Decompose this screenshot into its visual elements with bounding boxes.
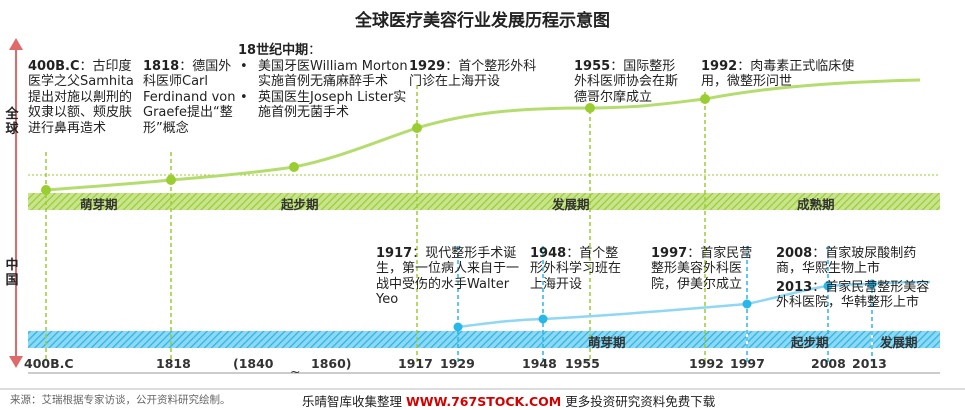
arrow-down-icon [9,356,23,368]
china-event-1948: 1948：首个整形外科学习班在上海开设 [530,245,622,292]
axis-tick: 400B.C [24,356,74,371]
event-dot [700,94,710,104]
event-dot [289,162,299,172]
axis-tick: 1955 [565,356,600,371]
footer-banner: 乐晴智库收集整理 WWW.767STOCK.COM 更多投资研究资料免费下载 [302,391,715,410]
china-side-label: 中国 [5,258,19,288]
china-event-1997: 1997：首家民营整形美容外科医院，伊美尔成立 [651,245,753,292]
axis-tick: 1992 [689,356,724,371]
china-phase-start: 起步期 [791,335,829,350]
footer-site-link[interactable]: WWW.767STOCK.COM [406,394,562,409]
footer-prefix: 乐晴智库收集整理 [302,394,403,409]
axis-tick: (1840 [233,356,274,371]
axis-tick: 1929 [440,356,475,371]
axis-tick: 1818 [156,356,191,371]
global-event-1929: 1929：首个整形外科门诊在上海开设 [409,58,537,90]
china-event-2008: 2008：首家玻尿酸制药商，华熙生物上市 [776,245,917,277]
page-title: 全球医疗美容行业发展历程示意图 [355,11,610,31]
china-phase-band [28,331,940,348]
china-event-markers [453,279,877,332]
global-phase-band [28,193,940,210]
axis-tick: ~ [290,364,301,379]
event-dot [166,175,176,185]
global-event-18th-century: 18世纪中期： • 美国牙医William Morton实施首例无痛麻醉手术 • 英… [238,43,414,121]
global-event-400bc: 400B.C：古印度医学之父Samhita提出对施以劓刑的奴隶以额、颊皮肤进行鼻… [28,58,134,136]
source-note: 来源：艾瑞根据专家访谈，公开资料研究绘制。 [10,394,231,406]
china-event-1917: 1917：现代整形手术诞生，第一位病人来自于一战中受伤的水手Walter Yeo [376,245,520,308]
event-dot [412,123,422,133]
global-event-1992: 1992：肉毒素正式临床使用，微整形问世 [701,58,855,90]
footer-suffix: 更多投资研究资料免费下载 [565,394,716,409]
global-phase-growth: 发展期 [552,197,590,212]
china-phase-growth: 发展期 [880,335,918,350]
arrow-up-icon [9,38,23,50]
china-phase-sprout: 萌芽期 [588,335,626,350]
china-event-2013: 2013：首家民营整形美容外科医院，华韩整形上市 [776,279,930,311]
global-side-label: 全球 [5,107,19,137]
event-dot [585,103,595,113]
global-event-markers [41,94,710,195]
axis-tick: 1948 [522,356,557,371]
axis-tick: 1917 [398,356,433,371]
global-phase-start: 起步期 [281,197,319,212]
event-dot [41,185,51,195]
event-dot [823,281,833,291]
event-dot [538,314,548,324]
global-event-1818: 1818：德国外科医师Carl Ferdinand von Graefe提出“整… [143,58,236,136]
global-phase-mature: 成熟期 [797,197,835,212]
event-dot [742,299,752,309]
axis-tick: 2008 [811,356,846,371]
axis-tick: 1997 [730,356,765,371]
bullet-item: • 美国牙医William Morton实施首例无痛麻醉手术 [240,58,408,90]
vertical-axis [9,38,23,368]
bullet-item: • 英国医生Joseph Lister实施首例无菌手术 [240,89,407,121]
axis-tick: 2013 [852,356,887,371]
global-event-1955: 1955：国际整形外科医师协会在斯德哥尔摩成立 [574,58,679,105]
event-dot [867,279,877,289]
event-dot [453,322,463,332]
global-phase-sprout: 萌芽期 [80,197,118,212]
axis-tick: 1860) [311,356,352,371]
